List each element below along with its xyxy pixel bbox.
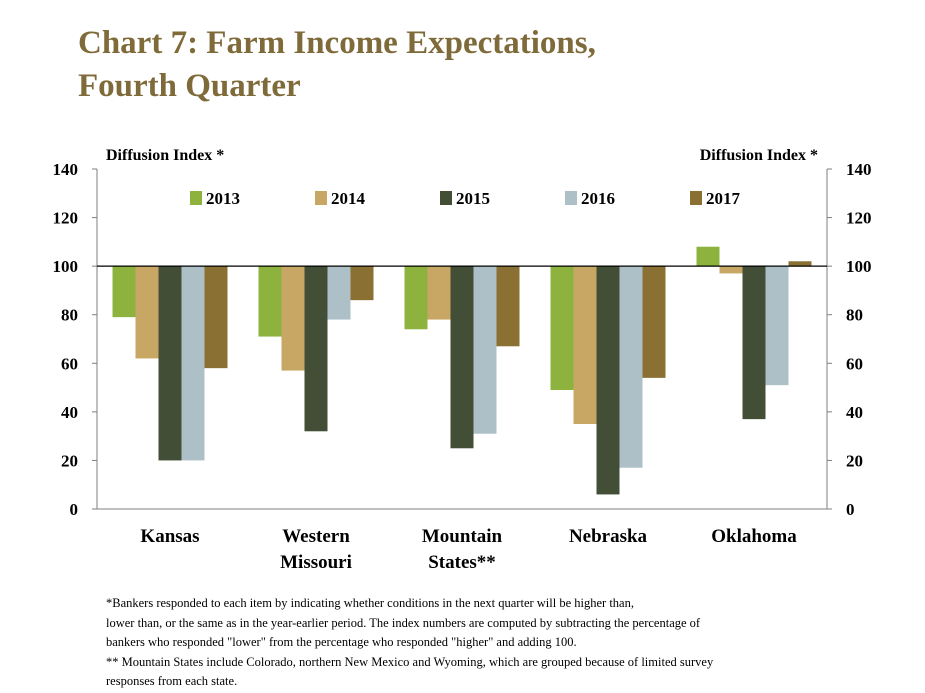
bar-2016 — [181, 266, 205, 461]
y-tick-label-left: 40 — [61, 403, 78, 422]
left-y-axis: 0 20 40 60 80 100 120 140 — [53, 160, 79, 519]
legend-label-2017: 2017 — [706, 189, 741, 208]
bar-2017 — [788, 261, 812, 267]
category-label: Mountain States** — [422, 526, 503, 573]
footnote-line: responses from each state. — [106, 674, 238, 688]
y-tick-label-left: 80 — [61, 306, 78, 325]
bar-2013 — [550, 266, 574, 390]
legend-swatch-2015 — [440, 191, 452, 205]
bar-chart: Diffusion Index * Diffusion Index * 0 20 4… — [53, 147, 872, 573]
bar-2013 — [258, 266, 282, 337]
bar-2017 — [496, 266, 520, 347]
bar-2015 — [596, 266, 620, 495]
bar-2015 — [742, 266, 766, 420]
bar-2013 — [404, 266, 428, 330]
footnote-line: bankers who responded "lower" from the p… — [106, 635, 577, 649]
bars — [112, 246, 812, 495]
y-tick-label-left: 140 — [53, 160, 79, 179]
bar-2016 — [765, 266, 789, 386]
y-tick-label-left: 0 — [70, 500, 79, 519]
y-tick-label-right: 60 — [846, 354, 863, 373]
category-label: Nebraska — [569, 526, 648, 547]
bar-2016 — [473, 266, 497, 434]
bar-2013 — [112, 266, 136, 318]
legend-swatch-2017 — [690, 191, 702, 205]
legend: 2013 2014 2015 2016 2017 — [190, 189, 741, 208]
y-tick-label-right: 0 — [846, 500, 855, 519]
category-label: Kansas — [140, 526, 199, 547]
legend-swatch-2013 — [190, 191, 202, 205]
legend-swatch-2016 — [565, 191, 577, 205]
bar-2016 — [619, 266, 643, 468]
bar-2017 — [204, 266, 228, 369]
legend-label-2013: 2013 — [206, 189, 240, 208]
y-tick-label-right: 100 — [846, 257, 872, 276]
bar-2017 — [642, 266, 666, 378]
bar-2013 — [696, 246, 720, 267]
y-tick-label-right: 80 — [846, 306, 863, 325]
y-tick-label-left: 20 — [61, 451, 78, 470]
bar-2015 — [304, 266, 328, 432]
y-tick-label-right: 20 — [846, 451, 863, 470]
y-tick-label-left: 60 — [61, 354, 78, 373]
category-labels: Kansas Western Missouri Mountain States** Neb… — [140, 526, 797, 573]
legend-swatch-2014 — [315, 191, 327, 205]
chart-title-line-2: Fourth Quarter — [78, 68, 301, 104]
chart-title-line-1: Chart 7: Farm Income Expectations, — [78, 25, 596, 61]
category-label: Western Missouri — [280, 526, 352, 573]
right-axis-title: Diffusion Index * — [700, 147, 818, 164]
footnote-line: ** Mountain States include Colorado, nor… — [106, 654, 714, 669]
bar-2016 — [327, 266, 351, 320]
y-tick-label-right: 120 — [846, 209, 872, 228]
bar-2014 — [135, 266, 159, 359]
bar-2014 — [281, 266, 305, 371]
bar-2014 — [719, 266, 743, 274]
footnote-line: *Bankers responded to each item by indic… — [106, 596, 634, 610]
axes — [92, 168, 832, 510]
y-tick-label-left: 120 — [53, 209, 79, 228]
footnote-line: lower than, or the same as in the year-e… — [106, 615, 701, 630]
legend-label-2014: 2014 — [331, 189, 366, 208]
left-axis-title: Diffusion Index * — [106, 147, 224, 164]
legend-label-2016: 2016 — [581, 189, 615, 208]
bar-2014 — [573, 266, 597, 424]
category-label: Oklahoma — [711, 526, 797, 547]
bar-2017 — [350, 266, 374, 301]
chart-title: Chart 7: Farm Income Expectations, Fourt… — [78, 22, 596, 108]
bar-2014 — [427, 266, 451, 320]
footnotes: *Bankers responded to each item by indic… — [106, 594, 866, 692]
bar-2015 — [158, 266, 182, 461]
legend-label-2015: 2015 — [456, 189, 490, 208]
y-tick-label-right: 40 — [846, 403, 863, 422]
bar-2015 — [450, 266, 474, 449]
y-tick-label-right: 140 — [846, 160, 872, 179]
right-y-axis: 0 20 40 60 80 100 120 140 — [846, 160, 872, 519]
y-tick-label-left: 100 — [53, 257, 79, 276]
